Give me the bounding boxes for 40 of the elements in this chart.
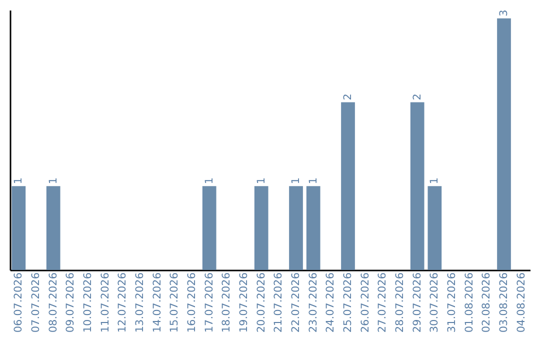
data-label: 1: [290, 177, 302, 184]
x-tick-label: 15.07.2026: [168, 272, 181, 333]
x-tick-label: 30.07.2026: [428, 272, 441, 333]
x-tick-label: 28.07.2026: [394, 272, 406, 333]
x-tick-label: 25.07.2026: [342, 272, 354, 333]
x-tick-label: 09.07.2026: [64, 272, 77, 333]
x-tick-label: 14.07.2026: [151, 272, 164, 333]
x-tick-label: 26.07.2026: [359, 272, 372, 333]
x-tick-label: 27.07.2026: [376, 272, 389, 333]
x-tick-label: 11.07.2026: [99, 272, 112, 333]
x-tick-label: 29.07.2026: [411, 272, 424, 333]
x-tick-label: 08.07.2026: [47, 272, 60, 333]
x-tick-label: 16.07.2026: [186, 272, 198, 333]
x-tick-label: 24.07.2026: [324, 272, 337, 333]
x-tick-label: 17.07.2026: [203, 272, 216, 333]
x-tick-label: 21.07.2026: [272, 272, 285, 333]
x-tick-label: 19.07.2026: [238, 272, 250, 333]
x-tick-label: 07.07.2026: [30, 272, 42, 333]
data-label: 1: [255, 177, 268, 184]
data-label: 1: [203, 177, 216, 184]
x-tick-label: 20.07.2026: [255, 272, 268, 333]
x-tick-label: 13.07.2026: [134, 272, 146, 333]
x-tick-label: 04.08.2026: [515, 272, 528, 333]
x-tick-label: 10.07.2026: [82, 272, 94, 333]
x-tick-label: 01.08.2026: [463, 272, 476, 333]
x-tick-label: 02.08.2026: [480, 272, 493, 333]
x-tick-label: 03.08.2026: [498, 272, 510, 333]
x-tick-label: 31.07.2026: [446, 272, 458, 333]
x-tick-label: 12.07.2026: [116, 272, 129, 333]
data-label: 1: [12, 177, 25, 184]
x-tick-label: 22.07.2026: [290, 272, 302, 333]
data-label: 2: [411, 94, 424, 100]
data-label: 1: [428, 177, 441, 184]
x-tick-label: 06.07.2026: [12, 272, 25, 333]
data-label: 3: [498, 10, 510, 16]
data-label: 2: [342, 94, 354, 100]
x-tick-label: 18.07.2026: [220, 272, 233, 333]
x-tick-label: 23.07.2026: [307, 272, 320, 333]
data-label: 1: [307, 177, 320, 184]
data-label: 1: [47, 177, 60, 184]
